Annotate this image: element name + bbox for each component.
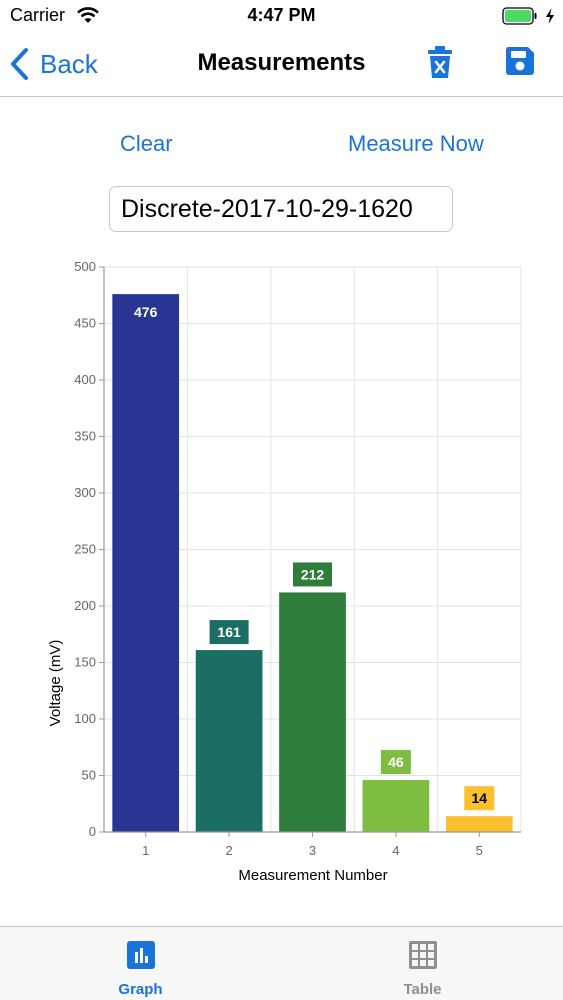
wifi-icon — [77, 7, 99, 23]
x-tick-label: 1 — [142, 843, 149, 858]
measurement-name-input[interactable] — [110, 187, 452, 231]
data-label-box — [209, 620, 249, 645]
data-label: 161 — [217, 624, 241, 640]
y-tick-label: 300 — [74, 485, 96, 500]
navigation-bar: Back Measurements — [0, 32, 563, 97]
chevron-left-icon — [11, 48, 28, 80]
x-tick-label: 5 — [476, 843, 483, 858]
tab-graph[interactable]: Graph — [0, 927, 281, 1000]
back-label: Back — [40, 48, 98, 79]
chart-bars — [112, 294, 513, 832]
y-tick-label: 150 — [74, 655, 96, 670]
voltage-bar-chart: 0 50 100 150 200 250 300 350 400 450 500 1 2 3 4 5 476 1… — [0, 250, 563, 900]
battery-icon — [502, 7, 537, 25]
tab-graph-label: Graph — [118, 981, 163, 998]
y-tick-label: 500 — [74, 259, 96, 274]
measurement-name-field-container — [109, 186, 453, 232]
bar-1 — [112, 294, 180, 832]
tab-table-label: Table — [403, 981, 442, 998]
chart-data-labels: 476 161 212 46 14 — [126, 300, 495, 811]
bar-5 — [445, 816, 513, 832]
x-axis-title: Measurement Number — [238, 867, 387, 884]
x-tick-label: 4 — [392, 843, 399, 858]
data-label: 14 — [472, 790, 488, 806]
bar-4 — [362, 780, 430, 832]
y-tick-label: 450 — [74, 316, 96, 331]
save-icon[interactable] — [505, 46, 535, 76]
carrier-label: Carrier — [10, 5, 66, 25]
tab-table[interactable]: Table — [282, 927, 563, 1000]
data-label-box — [293, 562, 332, 587]
measure-now-button[interactable]: Measure Now — [348, 131, 484, 156]
data-label: 476 — [134, 304, 158, 320]
y-tick-label: 250 — [74, 542, 96, 557]
charging-bolt-icon — [546, 8, 554, 24]
data-label-box — [464, 786, 495, 811]
y-tick-label: 0 — [89, 824, 96, 839]
x-tick-label: 2 — [225, 843, 232, 858]
bar-2 — [195, 650, 263, 832]
trash-icon[interactable] — [427, 45, 453, 79]
status-bar: Carrier 4:47 PM — [0, 0, 563, 32]
y-tick-label: 50 — [82, 768, 96, 783]
bar-3 — [279, 592, 346, 832]
back-button[interactable]: Back — [8, 44, 98, 84]
y-axis-title: Voltage (mV) — [47, 640, 64, 727]
data-label: 46 — [388, 754, 404, 770]
page-title: Measurements — [197, 49, 366, 76]
data-label-box — [380, 750, 411, 775]
tab-bar: Graph Table — [0, 926, 563, 1000]
data-label: 212 — [301, 566, 325, 582]
bar-chart-icon — [127, 941, 155, 969]
chart-svg: 0 50 100 150 200 250 300 350 400 450 500 1 2 3 4 5 476 1… — [47, 259, 522, 884]
clear-button[interactable]: Clear — [120, 131, 173, 156]
y-tick-label: 350 — [74, 429, 96, 444]
chart-axes: 0 50 100 150 200 250 300 350 400 450 500 1 2 3 4 5 — [74, 259, 521, 858]
y-tick-label: 100 — [74, 711, 96, 726]
y-tick-label: 200 — [74, 598, 96, 613]
data-label-box — [126, 300, 166, 325]
y-tick-label: 400 — [74, 372, 96, 387]
status-time: 4:47 PM — [247, 5, 316, 25]
x-tick-label: 3 — [309, 843, 316, 858]
grid-icon — [409, 941, 437, 969]
